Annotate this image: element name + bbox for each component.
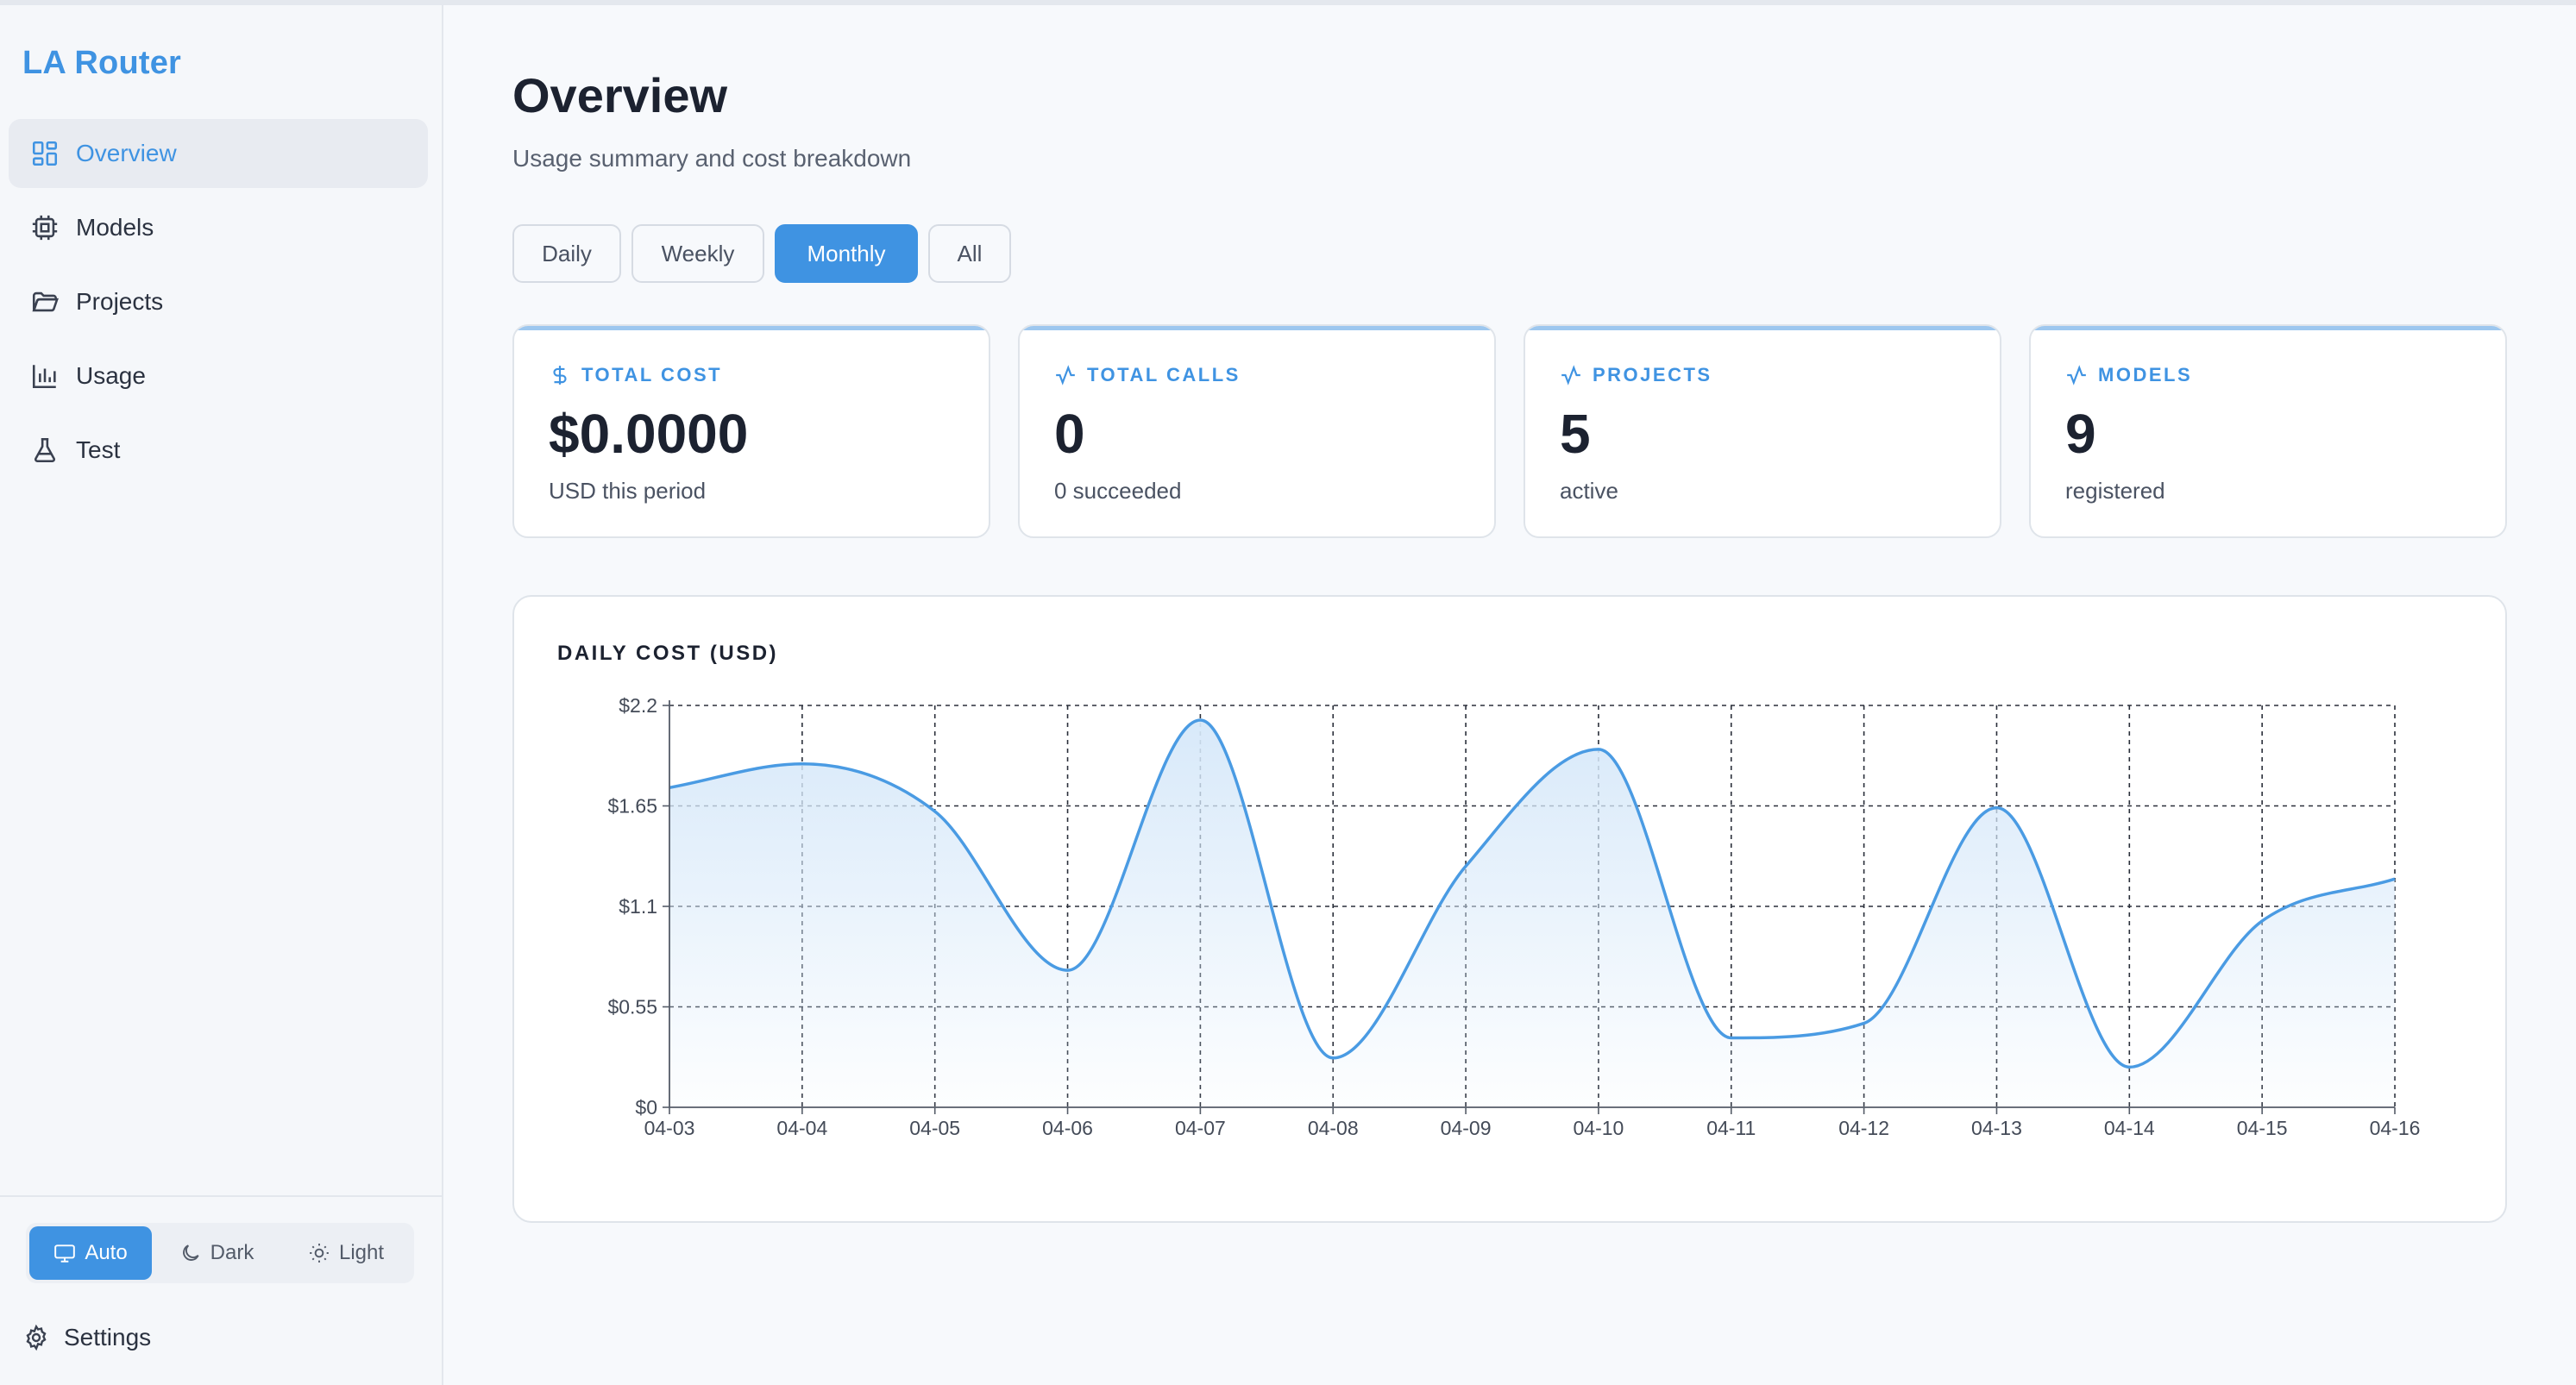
stat-sub: 0 succeeded: [1054, 478, 1182, 504]
flask-icon: [29, 435, 60, 466]
dollar-icon: [553, 366, 567, 385]
y-tick-label: $0: [635, 1096, 657, 1119]
page-title: Overview: [512, 68, 728, 122]
x-tick-label: 04-16: [2370, 1117, 2421, 1139]
page-subtitle: Usage summary and cost breakdown: [512, 145, 912, 172]
y-tick-label: $2.2: [619, 694, 657, 717]
x-tick-label: 04-13: [1971, 1117, 2022, 1139]
stat-card-total-calls: TOTAL CALLS 0 0 succeeded: [1018, 324, 1496, 538]
settings-label: Settings: [64, 1324, 152, 1351]
monitor-icon: [54, 1244, 76, 1263]
theme-auto-button[interactable]: Auto: [29, 1226, 152, 1280]
window-top-border: [0, 0, 2576, 5]
stat-card-total-cost: TOTAL COST $0.0000 USD this period: [512, 324, 990, 538]
daily-cost-chart: $0 $0.55 $1.1 $1.65 $2.2 04-03 04-04 04-05 04-06…: [607, 694, 2421, 1139]
chart-area-fill: [669, 719, 2395, 1107]
x-tick-label: 04-11: [1706, 1117, 1756, 1139]
x-tick-label: 04-05: [909, 1117, 960, 1139]
sidebar-item-usage[interactable]: Usage: [9, 342, 428, 410]
stat-label: TOTAL CALLS: [1087, 364, 1241, 385]
sidebar-nav: Overview Models Projects Usage Test: [9, 119, 428, 490]
x-tick-label: 04-15: [2237, 1117, 2288, 1139]
x-tick-label: 04-08: [1308, 1117, 1359, 1139]
settings-link[interactable]: Settings: [22, 1318, 151, 1357]
sidebar-item-label: Models: [76, 214, 154, 241]
sidebar-item-label: Test: [76, 436, 121, 463]
x-tick-label: 04-07: [1175, 1117, 1226, 1139]
tab-monthly[interactable]: Monthly: [775, 224, 918, 283]
activity-icon: [1561, 365, 1580, 385]
sidebar: LA Router Overview Models Projects Usage: [0, 5, 443, 1385]
x-tick-label: 04-14: [2104, 1117, 2155, 1139]
tab-all[interactable]: All: [928, 224, 1011, 283]
sidebar-item-label: Projects: [76, 288, 164, 315]
activity-icon: [2067, 365, 2086, 385]
theme-dark-label: Dark: [210, 1241, 254, 1264]
sun-icon: [310, 1244, 329, 1263]
sidebar-item-projects[interactable]: Projects: [9, 267, 428, 336]
stat-card-projects: PROJECTS 5 active: [1524, 324, 2001, 538]
folder-icon: [29, 286, 60, 317]
sidebar-item-label: Usage: [76, 362, 146, 389]
sidebar-divider: [0, 1195, 442, 1197]
cpu-icon: [29, 212, 60, 243]
stat-value: $0.0000: [549, 403, 749, 465]
y-tick-label: $1.1: [619, 895, 657, 918]
stat-label: PROJECTS: [1593, 364, 1712, 385]
theme-auto-label: Auto: [85, 1241, 128, 1264]
x-tick-label: 04-03: [644, 1117, 695, 1139]
daily-cost-chart-card: $0 $0.55 $1.1 $1.65 $2.2 04-03 04-04 04-05 04-06…: [512, 595, 2507, 1223]
x-tick-label: 04-12: [1838, 1117, 1889, 1139]
theme-light-button[interactable]: Light: [281, 1226, 411, 1280]
theme-switcher: Auto Dark Light: [26, 1223, 414, 1283]
activity-icon: [1056, 365, 1075, 385]
sidebar-item-test[interactable]: Test: [9, 416, 428, 485]
tab-daily[interactable]: Daily: [512, 224, 621, 283]
x-tick-label: 04-04: [776, 1117, 827, 1139]
stat-sub: active: [1560, 478, 1618, 504]
stat-card-models: MODELS 9 registered: [2029, 324, 2507, 538]
stat-sub: USD this period: [549, 478, 707, 504]
chart-title: DAILY COST (USD): [557, 642, 779, 665]
x-tick-label: 04-06: [1042, 1117, 1093, 1139]
stat-value: 5: [1560, 403, 1591, 465]
dashboard-icon: [29, 138, 60, 169]
theme-dark-button[interactable]: Dark: [152, 1226, 281, 1280]
range-tabs: Daily Weekly Monthly All: [512, 224, 1021, 283]
brand-logo-text[interactable]: LA Router: [22, 45, 182, 81]
sidebar-item-models[interactable]: Models: [9, 193, 428, 262]
chart-series-line: [669, 718, 2396, 1069]
stat-sub: registered: [2065, 478, 2165, 504]
stat-value: 9: [2065, 403, 2096, 465]
x-tick-label: 04-09: [1441, 1117, 1492, 1139]
stat-label: TOTAL COST: [581, 364, 723, 385]
y-tick-label: $1.65: [607, 795, 657, 818]
x-tick-label: 04-10: [1574, 1117, 1624, 1139]
stat-value: 0: [1054, 403, 1085, 465]
gear-icon: [26, 1324, 47, 1351]
moon-icon: [182, 1244, 199, 1261]
sidebar-item-overview[interactable]: Overview: [9, 119, 428, 188]
theme-light-label: Light: [338, 1241, 385, 1264]
tab-weekly[interactable]: Weekly: [631, 224, 764, 283]
sidebar-item-label: Overview: [76, 140, 177, 166]
bar-chart-icon: [29, 360, 60, 392]
stat-label: MODELS: [2098, 364, 2193, 385]
y-tick-label: $0.55: [607, 996, 657, 1018]
